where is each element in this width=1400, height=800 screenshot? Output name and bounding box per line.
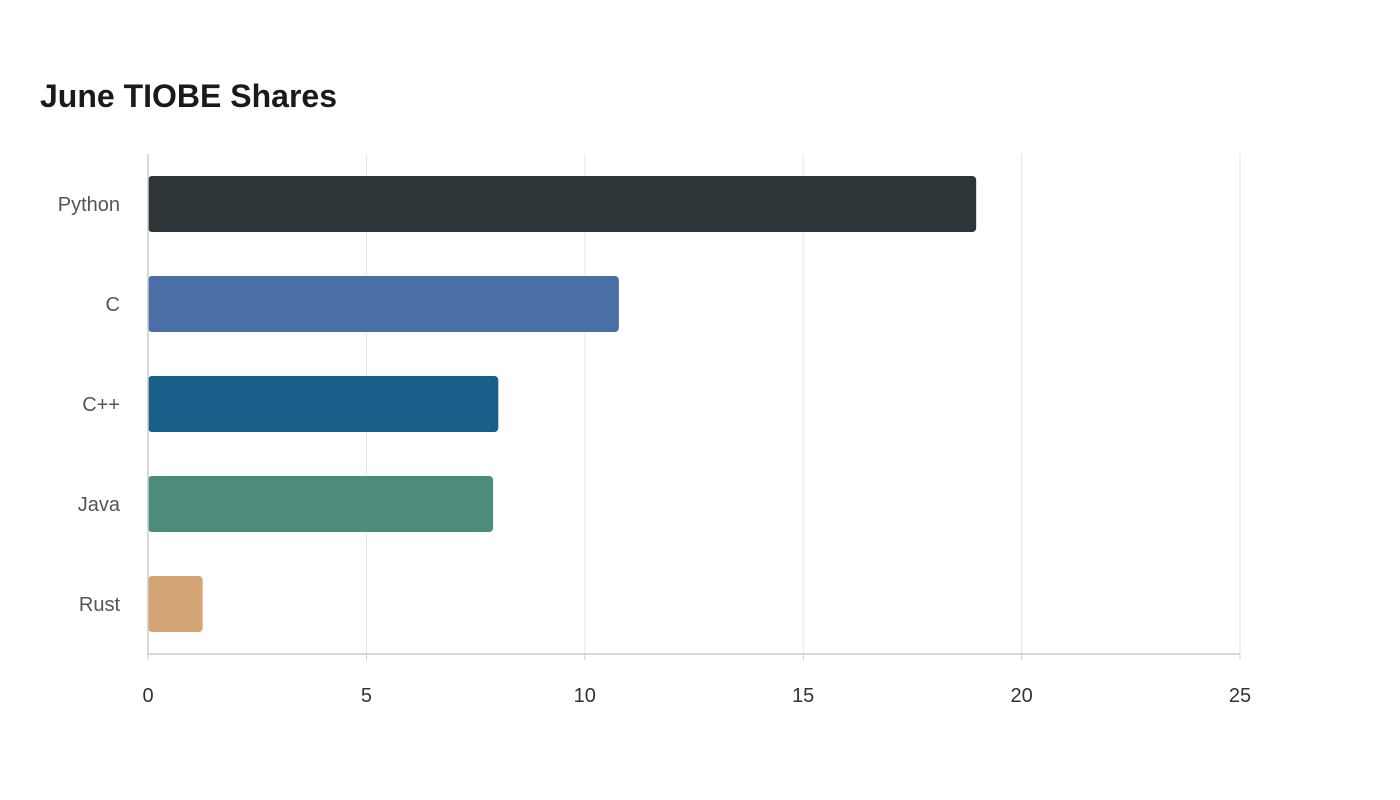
category-label: Java	[78, 494, 121, 516]
category-label: Rust	[79, 594, 121, 616]
chart-title: June TIOBE Shares	[40, 78, 337, 114]
x-tick-label: 5	[361, 685, 372, 707]
grid-lines	[365, 154, 1241, 654]
category-label: Python	[58, 194, 120, 216]
x-tick-label: 0	[142, 685, 153, 707]
bar-c	[148, 276, 619, 332]
x-tick-label: 25	[1229, 685, 1251, 707]
bar-python	[148, 176, 977, 232]
bar-java	[148, 476, 494, 532]
bar-rust	[148, 576, 203, 632]
x-tick-label: 15	[792, 685, 814, 707]
category-label: C++	[82, 394, 120, 416]
bar-c-	[148, 376, 499, 432]
category-label: C	[106, 294, 120, 316]
x-tick-label: 20	[1010, 685, 1032, 707]
x-tick-label: 10	[574, 685, 596, 707]
x-tick-labels: 0 5 10 15 20 25	[142, 685, 1251, 707]
axes	[147, 154, 1241, 660]
category-labels: Python C C++ Java Rust	[58, 194, 121, 616]
bars	[148, 176, 977, 632]
